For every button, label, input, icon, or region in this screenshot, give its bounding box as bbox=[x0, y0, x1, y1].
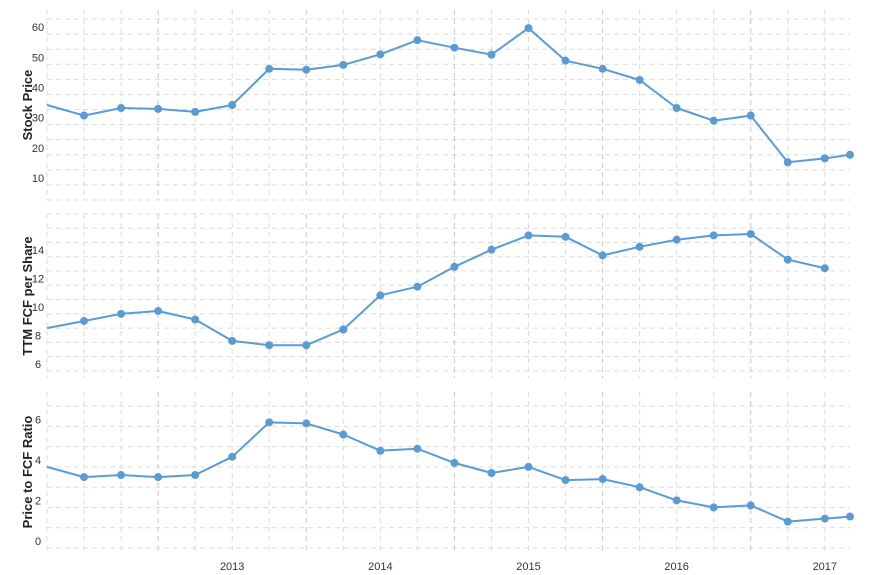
data-point bbox=[376, 446, 385, 455]
y-tick-label: 0 bbox=[35, 536, 41, 548]
y-tick-label: 2 bbox=[35, 495, 41, 507]
data-point bbox=[846, 512, 854, 521]
data-point bbox=[450, 458, 459, 467]
y-tick-label: 10 bbox=[32, 302, 44, 314]
data-point bbox=[191, 471, 200, 480]
data-point bbox=[265, 418, 274, 427]
data-point bbox=[561, 56, 570, 65]
data-point bbox=[487, 469, 496, 478]
data-point bbox=[265, 341, 274, 350]
y-tick-label: 20 bbox=[32, 143, 44, 155]
data-point bbox=[709, 116, 718, 125]
data-point bbox=[413, 282, 422, 291]
data-point bbox=[524, 462, 533, 471]
data-point bbox=[191, 315, 200, 324]
data-point bbox=[154, 473, 163, 482]
data-point bbox=[846, 150, 854, 159]
data-point bbox=[339, 430, 348, 439]
y-axis-label: Price to FCF Ratio bbox=[20, 416, 35, 529]
data-point bbox=[709, 503, 718, 512]
data-point bbox=[302, 65, 311, 74]
data-point bbox=[265, 64, 274, 73]
data-point bbox=[339, 325, 348, 334]
data-point bbox=[783, 158, 792, 167]
data-point bbox=[376, 291, 385, 300]
y-tick-label: 30 bbox=[32, 113, 44, 125]
y-tick-label: 4 bbox=[35, 455, 41, 467]
data-point bbox=[672, 496, 681, 505]
data-point bbox=[117, 309, 126, 318]
y-tick-label: 50 bbox=[32, 52, 44, 64]
data-point bbox=[413, 36, 422, 45]
data-point bbox=[635, 483, 644, 492]
data-point bbox=[80, 473, 89, 482]
data-point bbox=[561, 232, 570, 241]
data-point bbox=[376, 50, 385, 59]
y-tick-label: 6 bbox=[35, 414, 41, 426]
data-point bbox=[413, 444, 422, 453]
data-point bbox=[524, 24, 533, 33]
data-point bbox=[524, 231, 533, 240]
data-point bbox=[80, 316, 89, 325]
data-point bbox=[746, 501, 755, 510]
data-point bbox=[339, 60, 348, 69]
data-point bbox=[598, 64, 607, 73]
y-tick-label: 40 bbox=[32, 82, 44, 94]
series-line bbox=[46, 233, 826, 347]
x-tick-label: 2017 bbox=[813, 561, 837, 573]
x-tick-label: 2013 bbox=[220, 561, 244, 573]
data-point bbox=[80, 111, 89, 120]
data-point bbox=[709, 231, 718, 240]
data-point bbox=[228, 452, 237, 461]
data-point bbox=[191, 107, 200, 116]
data-point bbox=[561, 476, 570, 485]
data-point bbox=[746, 229, 755, 238]
x-tick-label: 2015 bbox=[516, 561, 540, 573]
data-point bbox=[228, 336, 237, 345]
data-point bbox=[635, 75, 644, 84]
y-tick-label: 14 bbox=[32, 245, 44, 257]
data-point bbox=[487, 245, 496, 254]
y-tick-label: 60 bbox=[32, 22, 44, 34]
data-point bbox=[302, 341, 311, 350]
y-tick-label: 8 bbox=[35, 330, 41, 342]
data-point bbox=[117, 471, 126, 480]
data-point bbox=[487, 50, 496, 59]
data-point bbox=[228, 101, 237, 109]
data-point bbox=[154, 306, 163, 315]
data-point bbox=[450, 43, 459, 52]
data-point bbox=[672, 235, 681, 244]
series-line bbox=[46, 421, 851, 523]
data-point bbox=[154, 104, 163, 113]
data-point bbox=[598, 251, 607, 260]
series-line bbox=[46, 27, 851, 164]
data-point bbox=[820, 154, 829, 163]
y-axis-label: Stock Price bbox=[20, 70, 35, 141]
data-point bbox=[783, 517, 792, 526]
data-point bbox=[820, 514, 829, 523]
data-point bbox=[450, 262, 459, 271]
data-point bbox=[635, 242, 644, 251]
x-tick-label: 2016 bbox=[664, 561, 688, 573]
data-point bbox=[302, 419, 311, 428]
y-axis-label: TTM FCF per Share bbox=[20, 236, 35, 355]
data-point bbox=[783, 255, 792, 264]
data-point bbox=[820, 264, 829, 273]
data-point bbox=[746, 111, 755, 120]
x-tick-label: 2014 bbox=[368, 561, 392, 573]
panel-1: 10 20 30 40 50 60 Stock Price bbox=[20, 10, 854, 201]
y-tick-label: 12 bbox=[32, 273, 44, 285]
data-point bbox=[672, 104, 681, 113]
y-tick-label: 10 bbox=[32, 173, 44, 185]
data-point bbox=[117, 104, 126, 113]
y-tick-label: 6 bbox=[35, 359, 41, 371]
data-point bbox=[598, 475, 607, 484]
